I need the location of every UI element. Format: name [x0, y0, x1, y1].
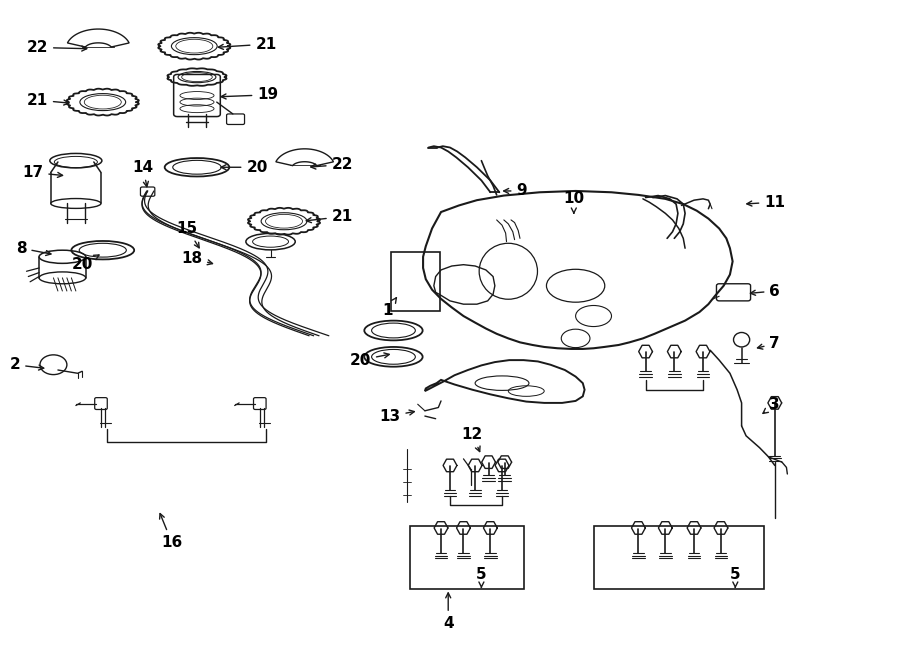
Text: 21: 21 — [219, 36, 276, 52]
Text: 10: 10 — [563, 191, 584, 213]
Text: 20: 20 — [349, 352, 389, 368]
Text: 5: 5 — [476, 566, 487, 588]
Text: 5: 5 — [730, 566, 741, 588]
Text: 1: 1 — [382, 297, 397, 318]
Text: 15: 15 — [176, 221, 199, 248]
Text: 11: 11 — [747, 194, 786, 210]
Text: 6: 6 — [751, 284, 780, 299]
Text: 7: 7 — [758, 336, 780, 351]
Text: 2: 2 — [10, 357, 44, 372]
Text: 12: 12 — [462, 427, 483, 451]
Text: 21: 21 — [306, 209, 353, 224]
Text: 22: 22 — [310, 157, 353, 172]
Bar — [594, 526, 764, 588]
Text: 14: 14 — [132, 160, 154, 186]
Text: 20: 20 — [221, 160, 268, 175]
Text: 21: 21 — [27, 93, 69, 108]
Text: 3: 3 — [763, 397, 780, 413]
Text: 17: 17 — [22, 165, 63, 180]
Text: 18: 18 — [181, 251, 212, 266]
Text: 19: 19 — [221, 87, 278, 102]
Text: 8: 8 — [16, 241, 51, 256]
Text: 13: 13 — [379, 408, 414, 424]
Text: 16: 16 — [159, 514, 183, 550]
Bar — [410, 526, 525, 588]
Text: 9: 9 — [504, 184, 527, 198]
Text: 22: 22 — [26, 40, 86, 55]
Text: 20: 20 — [71, 255, 99, 272]
Bar — [391, 252, 440, 311]
Text: 4: 4 — [443, 593, 454, 631]
